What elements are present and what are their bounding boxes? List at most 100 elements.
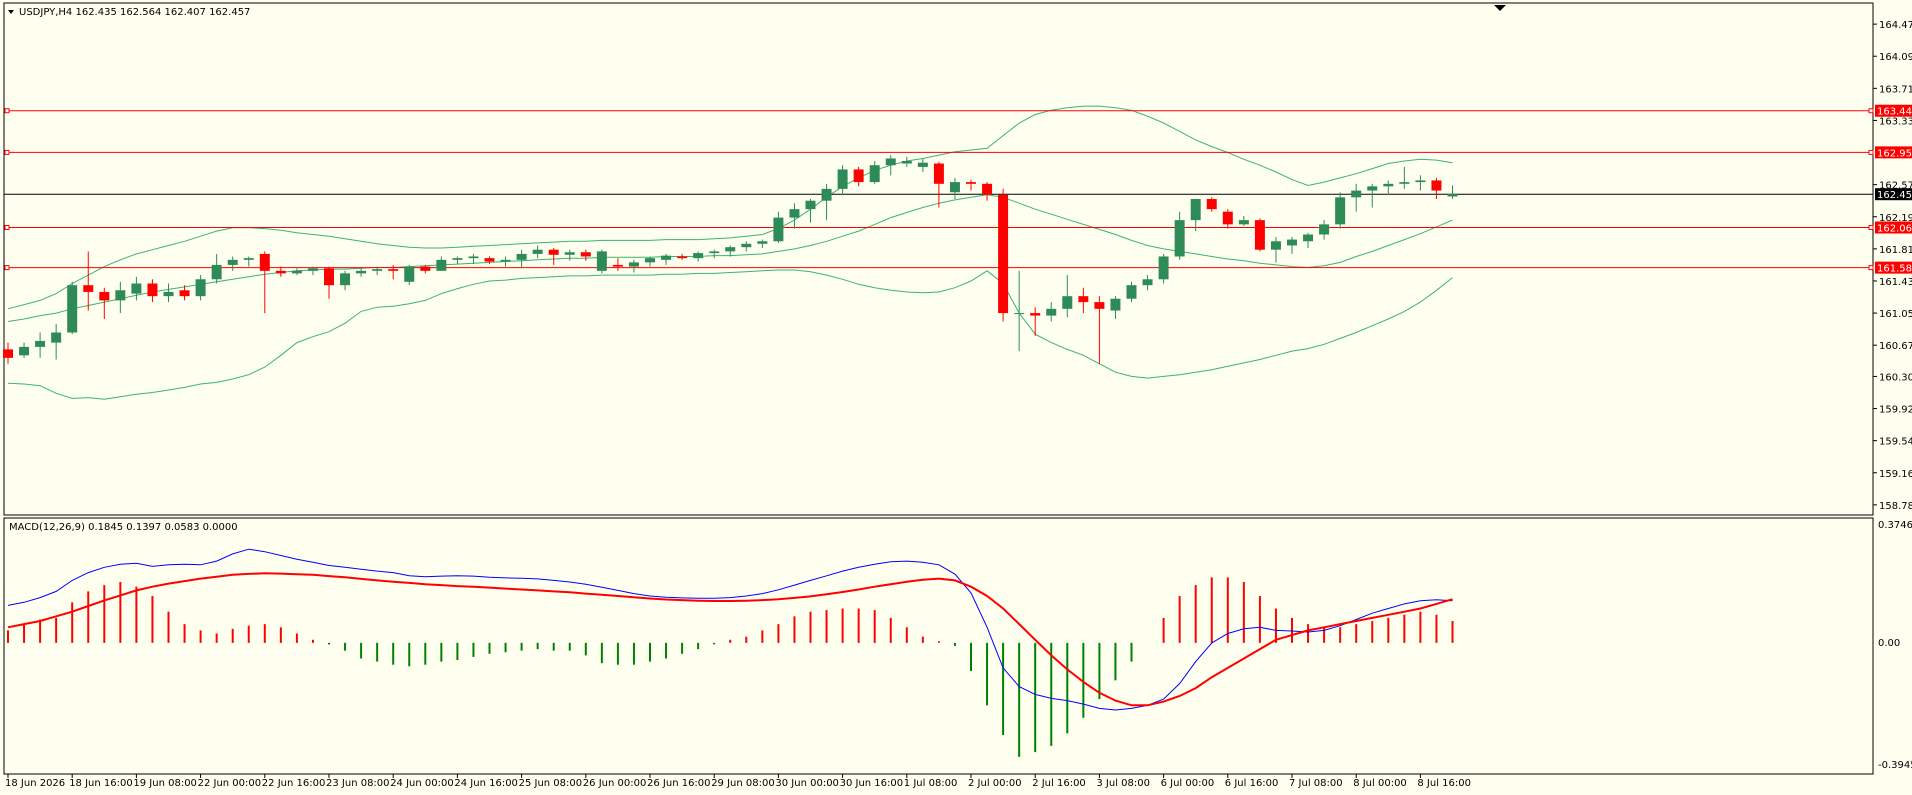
price-tick-label: 161.050: [1879, 309, 1912, 320]
bull-candle: [1399, 182, 1410, 184]
time-tick-label: 2 Jul 16:00: [1032, 778, 1086, 789]
shift-marker-icon[interactable]: [1494, 5, 1506, 11]
bull-candle: [51, 332, 62, 343]
bull-candle: [115, 290, 126, 301]
bull-candle: [869, 165, 880, 183]
level-anchor-right[interactable]: [1868, 224, 1874, 230]
bull-candle: [227, 259, 238, 265]
bull-candle: [19, 346, 30, 356]
bull-candle: [1335, 197, 1346, 225]
price-tick-label: 163.330: [1879, 116, 1912, 127]
bull-candle: [1351, 190, 1362, 198]
level-price-box: [1875, 146, 1912, 159]
price-tick-label: 164.470: [1879, 20, 1912, 31]
level-anchor-right[interactable]: [1868, 149, 1874, 155]
macd-top-label: 0.3746: [1878, 520, 1912, 531]
price-tick-label: 159.920: [1879, 405, 1912, 416]
bull-candle: [1190, 199, 1201, 221]
time-tick-label: 18 Jun 16:00: [69, 778, 133, 789]
level-anchor-left[interactable]: [4, 149, 10, 155]
level-anchor-right[interactable]: [1868, 265, 1874, 271]
bull-candle: [35, 340, 46, 347]
bear-candle: [1206, 199, 1217, 210]
bear-candle: [1254, 220, 1265, 250]
bull-candle: [789, 209, 800, 218]
bull-candle: [1014, 313, 1025, 315]
bear-candle: [388, 269, 399, 271]
level-anchor-left[interactable]: [4, 265, 10, 271]
bull-candle: [1158, 256, 1169, 280]
bear-candle: [548, 249, 559, 255]
bull-candle: [901, 160, 912, 164]
price-tick-label: 162.570: [1879, 181, 1912, 192]
time-tick-label: 26 Jun 16:00: [647, 778, 711, 789]
bid-price-box: [1875, 188, 1912, 201]
symbol-header: USDJPY,H4 162.435 162.564 162.407 162.45…: [19, 7, 250, 18]
bear-candle: [998, 194, 1009, 314]
bear-candle: [677, 256, 688, 259]
symbol-menu-triangle-icon[interactable]: [8, 10, 14, 14]
price-tick-label: 163.710: [1879, 84, 1912, 95]
level-price-box: [1875, 221, 1912, 234]
bear-candle: [580, 252, 591, 257]
time-tick-label: 24 Jun 16:00: [454, 778, 518, 789]
bull-candle: [532, 249, 543, 254]
macd-lines: [7, 548, 1453, 711]
bull-candle: [1046, 308, 1057, 316]
bollinger-lower-line: [7, 269, 1453, 400]
bull-candle: [773, 217, 784, 242]
level-anchor-left[interactable]: [4, 108, 10, 114]
bull-candle: [821, 188, 832, 201]
bull-candle: [564, 252, 575, 255]
level-anchor-left[interactable]: [4, 224, 10, 230]
time-tick-label: 25 Jun 08:00: [519, 778, 583, 789]
bear-candle: [1222, 211, 1233, 225]
candles: [3, 155, 1458, 364]
macd-main-line: [7, 548, 1453, 711]
bull-candle: [805, 200, 816, 210]
bull-candle: [693, 253, 704, 259]
bull-candle: [340, 273, 351, 286]
bear-candle: [933, 163, 944, 184]
time-tick-label: 18 Jun 2026: [5, 778, 65, 789]
bull-candle: [452, 258, 463, 260]
bear-candle: [147, 283, 158, 297]
bull-candle: [741, 243, 752, 248]
bollinger-upper-line: [7, 105, 1453, 310]
time-tick-label: 7 Jul 08:00: [1289, 778, 1343, 789]
time-tick-label: 26 Jun 00:00: [583, 778, 647, 789]
bear-candle: [966, 182, 976, 184]
bull-candle: [500, 259, 511, 262]
bear-candle: [83, 285, 94, 292]
bear-candle: [853, 169, 864, 183]
bull-candle: [1447, 193, 1458, 197]
level-price-label: 162.063: [1877, 223, 1912, 234]
bull-candle: [837, 169, 848, 189]
time-tick-label: 30 Jun 00:00: [775, 778, 839, 789]
macd-header: MACD(12,26,9) 0.1845 0.1397 0.0583 0.000…: [9, 522, 238, 533]
bull-candle: [1238, 220, 1249, 225]
bull-candle: [307, 268, 318, 271]
macd-zero-label: 0.00: [1878, 638, 1900, 649]
bull-candle: [949, 182, 960, 193]
bull-candle: [1110, 298, 1121, 311]
time-tick-label: 8 Jul 00:00: [1353, 778, 1407, 789]
price-tick-label: 158.780: [1879, 501, 1912, 512]
price-tick-label: 160.670: [1879, 341, 1912, 352]
bull-candle: [1383, 183, 1394, 187]
bear-candle: [612, 264, 623, 267]
time-tick-label: 23 Jun 08:00: [326, 778, 390, 789]
time-tick-label: 3 Jul 08:00: [1096, 778, 1150, 789]
time-tick-label: 6 Jul 00:00: [1161, 778, 1215, 789]
bear-candle: [420, 266, 431, 271]
level-anchor-right[interactable]: [1868, 108, 1874, 114]
macd-bottom-label: -0.3945: [1878, 760, 1912, 771]
bear-candle: [982, 183, 993, 195]
bull-candle: [291, 270, 302, 274]
bear-candle: [484, 258, 495, 262]
bull-candle: [885, 158, 896, 166]
time-tick-label: 22 Jun 16:00: [262, 778, 326, 789]
bull-candle: [1062, 296, 1073, 309]
